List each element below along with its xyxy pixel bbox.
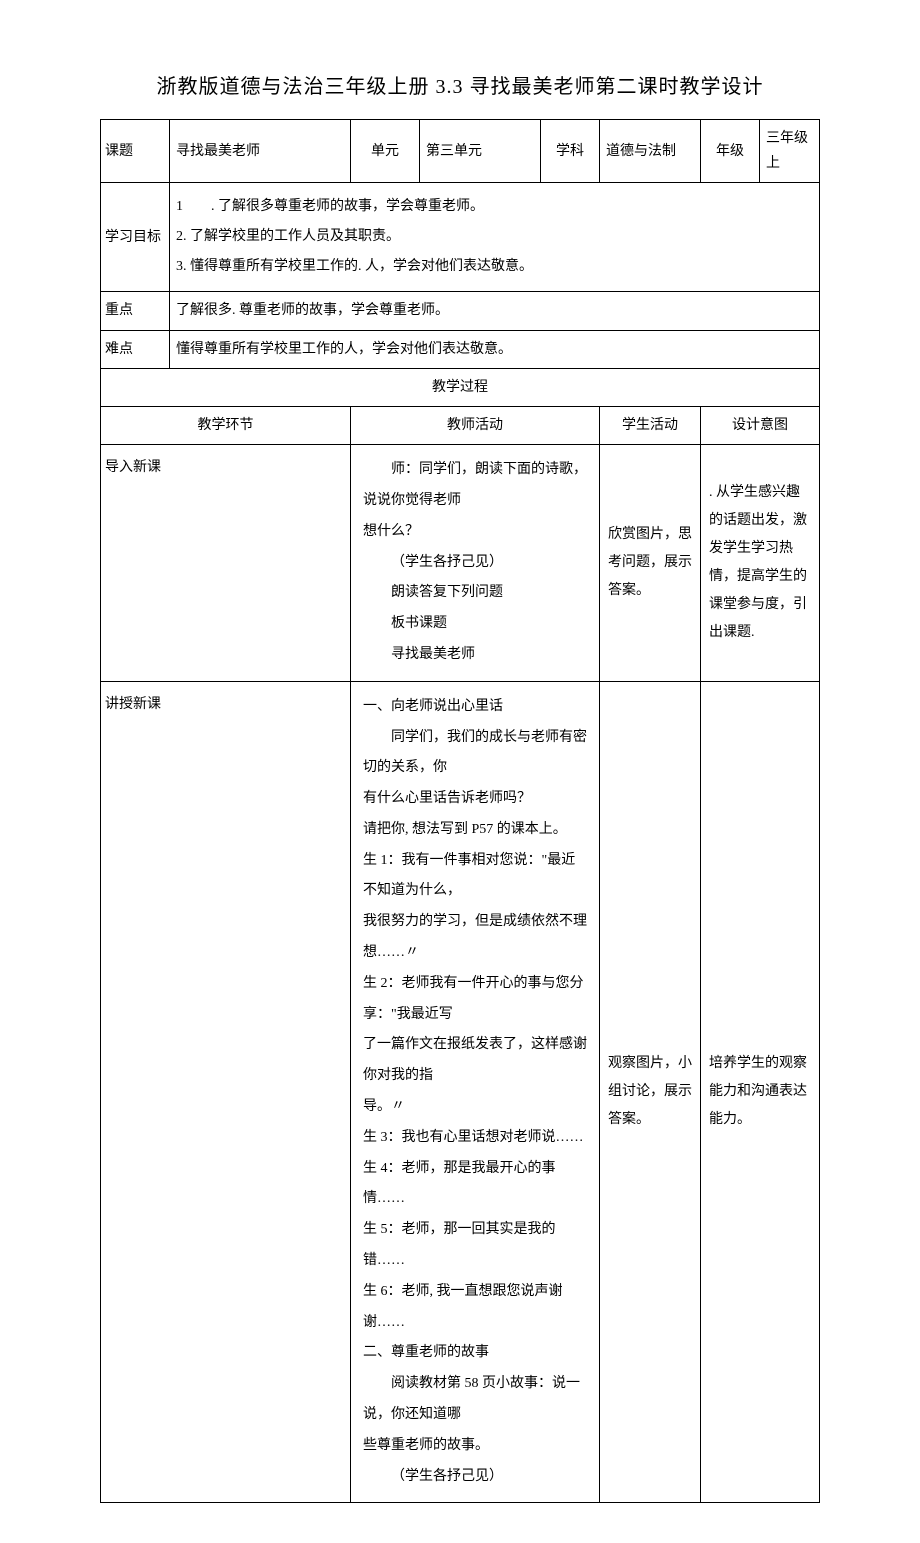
teacher-line: 我很努力的学习，但是成绩依然不理想……〃 [363, 907, 587, 969]
difficulty-text: 懂得尊重所有学校里工作的人，学会对他们表达敬意。 [170, 330, 820, 368]
label-keypoint: 重点 [101, 292, 170, 330]
teacher-intro: 师：同学们，朗读下面的诗歌，说说你觉得老师 想什么？ （学生各抒己见） 朗读答复… [351, 445, 600, 682]
label-goals: 学习目标 [101, 183, 170, 292]
lesson-plan-table: 课题 寻找最美老师 单元 第三单元 学科 道德与法制 年级 三年级上 学习目标 … [100, 119, 820, 1503]
student-teach: 观察图片，小组讨论，展示答案。 [600, 681, 701, 1503]
teacher-line: 一、向老师说出心里话 [363, 692, 587, 723]
value-topic: 寻找最美老师 [170, 120, 351, 183]
teacher-line: 生 4：老师，那是我最开心的事情…… [363, 1154, 587, 1216]
process-row-teach: 讲授新课 一、向老师说出心里话 同学们，我们的成长与老师有密切的关系，你 有什么… [101, 681, 820, 1503]
teacher-line: 生 6：老师, 我一直想跟您说声谢谢…… [363, 1277, 587, 1339]
teacher-line: 生 1：我有一件事相对您说："最近不知道为什么， [363, 846, 587, 908]
difficulty-row: 难点 懂得尊重所有学校里工作的人，学会对他们表达敬意。 [101, 330, 820, 368]
teacher-line: 同学们，我们的成长与老师有密切的关系，你 [363, 723, 587, 785]
value-unit: 第三单元 [420, 120, 541, 183]
teacher-line: 寻找最美老师 [363, 640, 587, 671]
goal-item: 1 . 了解很多尊重老师的故事，学会尊重老师。 [176, 193, 813, 221]
goals-content: 1 . 了解很多尊重老师的故事，学会尊重老师。 2. 了解学校里的工作人员及其职… [170, 183, 820, 292]
stage-intro: 导入新课 [101, 445, 351, 682]
teacher-line: 导。〃 [363, 1092, 587, 1123]
process-cols-row: 教学环节 教师活动 学生活动 设计意图 [101, 406, 820, 444]
design-intro: . 从学生感兴趣的话题出发，激发学生学习热情，提高学生的课堂参与度，引出课题. [701, 445, 820, 682]
process-header-row: 教学过程 [101, 368, 820, 406]
teacher-line: 阅读教材第 58 页小故事：说一说，你还知道哪 [363, 1369, 587, 1431]
header-row: 课题 寻找最美老师 单元 第三单元 学科 道德与法制 年级 三年级上 [101, 120, 820, 183]
value-grade: 三年级上 [760, 120, 820, 183]
keypoint-row: 重点 了解很多. 尊重老师的故事，学会尊重老师。 [101, 292, 820, 330]
teacher-line: 生 2：老师我有一件开心的事与您分享："我最近写 [363, 969, 587, 1031]
process-row-intro: 导入新课 师：同学们，朗读下面的诗歌，说说你觉得老师 想什么？ （学生各抒己见）… [101, 445, 820, 682]
label-grade: 年级 [701, 120, 760, 183]
col-student: 学生活动 [600, 406, 701, 444]
label-subject: 学科 [541, 120, 600, 183]
col-stage: 教学环节 [101, 406, 351, 444]
teacher-line: 生 3：我也有心里话想对老师说…… [363, 1123, 587, 1154]
document-page: 浙教版道德与法治三年级上册 3.3 寻找最美老师第二课时教学设计 课题 寻找最美… [0, 0, 920, 1543]
teacher-line: 有什么心里话告诉老师吗？ [363, 784, 587, 815]
student-intro: 欣赏图片，思考问题，展示答案。 [600, 445, 701, 682]
label-difficulty: 难点 [101, 330, 170, 368]
teacher-line: （学生各抒己见） [363, 548, 587, 579]
goal-item: 3. 懂得尊重所有学校里工作的. 人，学会对他们表达敬意。 [176, 253, 813, 281]
teacher-line: 师：同学们，朗读下面的诗歌，说说你觉得老师 [363, 455, 587, 517]
teacher-line: 想什么？ [363, 517, 587, 548]
keypoint-text: 了解很多. 尊重老师的故事，学会尊重老师。 [170, 292, 820, 330]
teacher-line: 了一篇作文在报纸发表了，这样感谢你对我的指 [363, 1030, 587, 1092]
label-topic: 课题 [101, 120, 170, 183]
goals-row: 学习目标 1 . 了解很多尊重老师的故事，学会尊重老师。 2. 了解学校里的工作… [101, 183, 820, 292]
value-subject: 道德与法制 [600, 120, 701, 183]
label-unit: 单元 [351, 120, 420, 183]
col-teacher: 教师活动 [351, 406, 600, 444]
teacher-line: 请把你, 想法写到 P57 的课本上。 [363, 815, 587, 846]
teacher-line: 二、尊重老师的故事 [363, 1338, 587, 1369]
goal-item: 2. 了解学校里的工作人员及其职责。 [176, 223, 813, 251]
teacher-line: （学生各抒己见） [363, 1462, 587, 1493]
design-teach: 培养学生的观察能力和沟通表达能力。 [701, 681, 820, 1503]
stage-teach: 讲授新课 [101, 681, 351, 1503]
col-design: 设计意图 [701, 406, 820, 444]
teacher-line: 朗读答复下列问题 [363, 578, 587, 609]
teacher-line: 些尊重老师的故事。 [363, 1431, 587, 1462]
teacher-line: 板书课题 [363, 609, 587, 640]
teacher-line: 生 5：老师，那一回其实是我的错…… [363, 1215, 587, 1277]
page-title: 浙教版道德与法治三年级上册 3.3 寻找最美老师第二课时教学设计 [100, 70, 820, 99]
teacher-teach: 一、向老师说出心里话 同学们，我们的成长与老师有密切的关系，你 有什么心里话告诉… [351, 681, 600, 1503]
process-header: 教学过程 [101, 368, 820, 406]
